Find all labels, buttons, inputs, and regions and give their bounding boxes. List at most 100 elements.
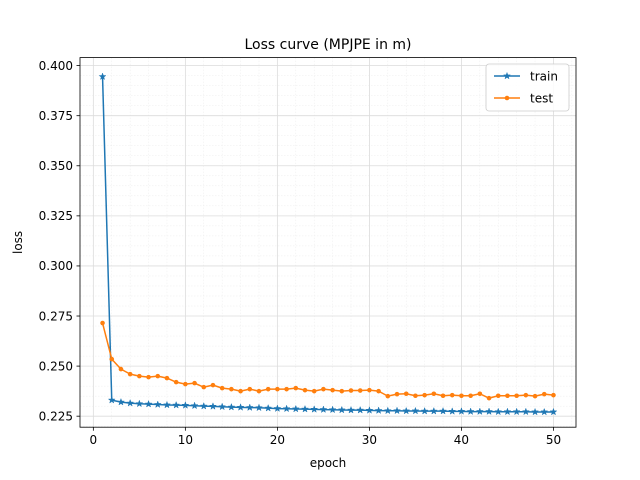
- data-point-train: [494, 407, 503, 416]
- data-point-train: [512, 407, 521, 416]
- x-axis-label: epoch: [310, 456, 347, 470]
- data-point-test: [275, 386, 280, 392]
- y-tick-label: 0.275: [39, 309, 73, 323]
- data-point-test: [127, 371, 133, 377]
- data-point-test: [192, 380, 197, 386]
- data-point-train: [383, 406, 392, 415]
- data-point-test: [403, 391, 409, 397]
- chart-title: Loss curve (MPJPE in m): [245, 37, 412, 53]
- data-point-train: [319, 405, 328, 414]
- y-axis: 0.225 0.250 0.275 0.300 0.325 0.350 0.375 0.400: [39, 59, 80, 423]
- data-point-test: [477, 391, 483, 397]
- data-point-test: [265, 386, 271, 392]
- data-point-test: [440, 393, 446, 399]
- data-point-test: [376, 388, 381, 394]
- data-point-train: [135, 399, 144, 408]
- data-point-train: [549, 407, 558, 416]
- data-point-train: [98, 72, 107, 81]
- data-point-test: [422, 392, 427, 398]
- data-point-test: [100, 320, 105, 326]
- legend-item-test: test: [494, 91, 553, 105]
- x-tick-label: 50: [546, 433, 561, 447]
- data-point-test: [321, 386, 326, 392]
- data-point-train: [208, 402, 218, 410]
- data-point-train: [402, 406, 411, 415]
- legend-item-train: train: [494, 69, 558, 83]
- data-point-test: [293, 385, 299, 391]
- data-point-train: [484, 407, 494, 416]
- x-tick-label: 30: [362, 433, 377, 447]
- x-tick-label: 0: [90, 433, 98, 447]
- data-point-test: [137, 373, 142, 379]
- legend-label-train: train: [530, 69, 558, 83]
- data-point-test: [505, 393, 510, 399]
- x-tick-label: 40: [454, 433, 469, 447]
- data-point-train: [429, 406, 438, 415]
- y-tick-label: 0.375: [39, 109, 73, 123]
- data-point-train: [466, 407, 475, 416]
- data-point-train: [540, 407, 549, 416]
- series-layer: [98, 72, 558, 416]
- data-point-test: [109, 356, 115, 362]
- data-point-test: [164, 375, 170, 381]
- data-point-train: [310, 405, 319, 413]
- data-point-test: [302, 387, 308, 393]
- data-point-test: [413, 393, 418, 399]
- y-tick-label: 0.350: [39, 159, 73, 173]
- data-point-train: [411, 406, 420, 415]
- data-point-test: [357, 388, 363, 393]
- legend-marker-train: [502, 71, 512, 80]
- data-point-train: [116, 397, 126, 406]
- y-axis-label: loss: [11, 231, 25, 254]
- data-point-train: [264, 403, 273, 412]
- data-point-train: [530, 407, 540, 416]
- legend-label-test: test: [530, 91, 553, 105]
- y-tick-label: 0.300: [39, 259, 73, 273]
- data-point-train: [356, 405, 365, 414]
- data-point-test: [486, 395, 492, 401]
- data-point-test: [523, 392, 529, 398]
- data-point-test: [532, 393, 538, 399]
- series-train: [98, 72, 558, 416]
- data-point-test: [311, 388, 317, 394]
- data-point-train: [190, 401, 199, 410]
- data-point-test: [394, 391, 400, 397]
- data-point-train: [236, 403, 245, 411]
- x-tick-label: 20: [270, 433, 285, 447]
- data-point-train: [218, 402, 227, 411]
- data-point-test: [256, 388, 262, 394]
- data-point-test: [330, 387, 335, 393]
- data-point-train: [521, 407, 530, 416]
- data-point-train: [457, 407, 466, 415]
- data-point-test: [183, 381, 188, 387]
- data-point-train: [475, 407, 484, 416]
- data-point-train: [374, 406, 383, 415]
- data-point-train: [245, 403, 254, 412]
- data-point-train: [365, 406, 374, 414]
- data-point-test: [348, 388, 354, 393]
- data-point-test: [514, 393, 519, 399]
- data-point-test: [284, 386, 289, 392]
- plot-area-frame: [79, 57, 577, 428]
- y-tick-label: 0.325: [39, 209, 73, 223]
- data-point-test: [173, 379, 179, 385]
- data-point-test: [146, 374, 151, 380]
- data-point-train: [392, 406, 402, 415]
- y-tick-label: 0.225: [39, 409, 73, 423]
- data-point-train: [337, 405, 346, 414]
- data-point-train: [291, 404, 300, 413]
- data-point-test: [551, 392, 556, 398]
- data-point-test: [459, 393, 464, 399]
- legend-marker-test: [504, 95, 510, 101]
- data-point-train: [144, 399, 153, 408]
- x-axis: 0 10 20 30 40 50: [90, 427, 561, 447]
- data-point-train: [254, 403, 264, 412]
- data-point-test: [541, 391, 547, 397]
- data-point-test: [238, 388, 243, 394]
- data-point-test: [229, 386, 234, 392]
- data-point-train: [300, 404, 310, 413]
- data-point-train: [328, 405, 337, 414]
- data-point-test: [118, 366, 124, 372]
- x-tick-label: 10: [178, 433, 193, 447]
